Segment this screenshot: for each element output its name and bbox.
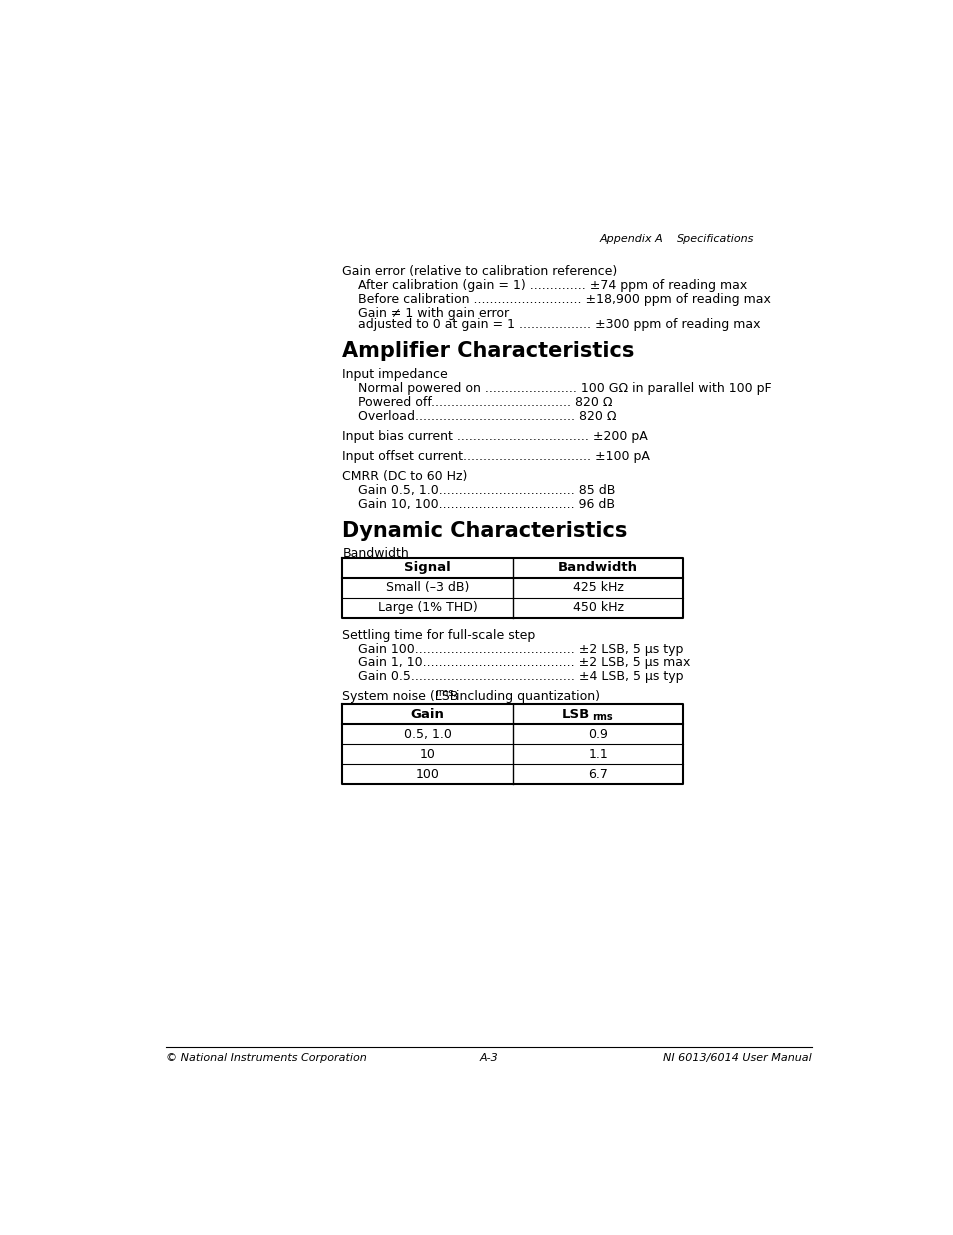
Text: rms,: rms, [435, 688, 456, 698]
Text: 10: 10 [419, 747, 436, 761]
Text: Gain 100........................................ ±2 LSB, 5 μs typ: Gain 100................................… [342, 642, 683, 656]
Text: Gain: Gain [411, 708, 444, 721]
Text: Gain error (relative to calibration reference): Gain error (relative to calibration refe… [342, 266, 617, 278]
Text: including quantization): including quantization) [452, 690, 599, 703]
Text: LSB: LSB [561, 708, 590, 721]
Text: Input impedance: Input impedance [342, 368, 448, 382]
Text: Dynamic Characteristics: Dynamic Characteristics [342, 521, 627, 541]
Text: Signal: Signal [404, 562, 451, 574]
Text: Gain 10, 100.................................. 96 dB: Gain 10, 100............................… [342, 498, 615, 511]
Text: Overload........................................ 820 Ω: Overload................................… [342, 410, 617, 424]
Text: Small (–3 dB): Small (–3 dB) [386, 582, 469, 594]
Text: 100: 100 [416, 768, 439, 781]
Text: Gain 0.5, 1.0.................................. 85 dB: Gain 0.5, 1.0...........................… [342, 484, 616, 496]
Text: Normal powered on ....................... 100 GΩ in parallel with 100 pF: Normal powered on ......................… [342, 383, 771, 395]
Text: Amplifier Characteristics: Amplifier Characteristics [342, 341, 634, 361]
Text: CMRR (DC to 60 Hz): CMRR (DC to 60 Hz) [342, 471, 467, 483]
Text: © National Instruments Corporation: © National Instruments Corporation [166, 1053, 366, 1063]
Text: Input offset current................................ ±100 pA: Input offset current....................… [342, 450, 650, 463]
Text: 0.5, 1.0: 0.5, 1.0 [403, 727, 451, 741]
Text: Gain 0.5......................................... ±4 LSB, 5 μs typ: Gain 0.5................................… [342, 671, 683, 683]
Text: Before calibration ........................... ±18,900 ppm of reading max: Before calibration .....................… [342, 293, 771, 306]
Text: Appendix A: Appendix A [599, 235, 662, 245]
Text: After calibration (gain = 1) .............. ±74 ppm of reading max: After calibration (gain = 1) ...........… [342, 279, 747, 293]
Text: 450 kHz: 450 kHz [572, 601, 623, 614]
Text: NI 6013/6014 User Manual: NI 6013/6014 User Manual [662, 1053, 811, 1063]
Text: Gain ≠ 1 with gain error: Gain ≠ 1 with gain error [342, 306, 509, 320]
Text: 1.1: 1.1 [588, 747, 607, 761]
Text: Gain 1, 10...................................... ±2 LSB, 5 μs max: Gain 1, 10..............................… [342, 656, 690, 669]
Text: Specifications: Specifications [677, 235, 754, 245]
Text: System noise (LSB: System noise (LSB [342, 690, 458, 703]
Text: Large (1% THD): Large (1% THD) [377, 601, 477, 614]
Text: 425 kHz: 425 kHz [572, 582, 623, 594]
Text: A-3: A-3 [479, 1053, 497, 1063]
Text: 6.7: 6.7 [588, 768, 607, 781]
Text: Bandwidth: Bandwidth [558, 562, 638, 574]
Text: Input bias current ................................. ±200 pA: Input bias current .....................… [342, 430, 647, 443]
Text: rms: rms [592, 713, 612, 722]
Text: Bandwidth: Bandwidth [342, 547, 409, 559]
Text: Powered off................................... 820 Ω: Powered off.............................… [342, 396, 613, 409]
Text: Settling time for full-scale step: Settling time for full-scale step [342, 629, 536, 642]
Text: 0.9: 0.9 [588, 727, 607, 741]
Text: adjusted to 0 at gain = 1 .................. ±300 ppm of reading max: adjusted to 0 at gain = 1 ..............… [342, 317, 760, 331]
